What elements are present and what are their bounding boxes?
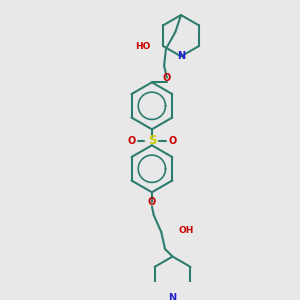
Text: OH: OH	[178, 226, 194, 235]
Text: O: O	[148, 197, 156, 207]
Text: O: O	[163, 73, 171, 82]
Text: HO: HO	[136, 43, 151, 52]
Text: O: O	[168, 136, 177, 146]
Text: N: N	[169, 293, 177, 300]
Text: O: O	[127, 136, 135, 146]
Text: N: N	[177, 51, 185, 62]
Text: S: S	[148, 134, 156, 147]
